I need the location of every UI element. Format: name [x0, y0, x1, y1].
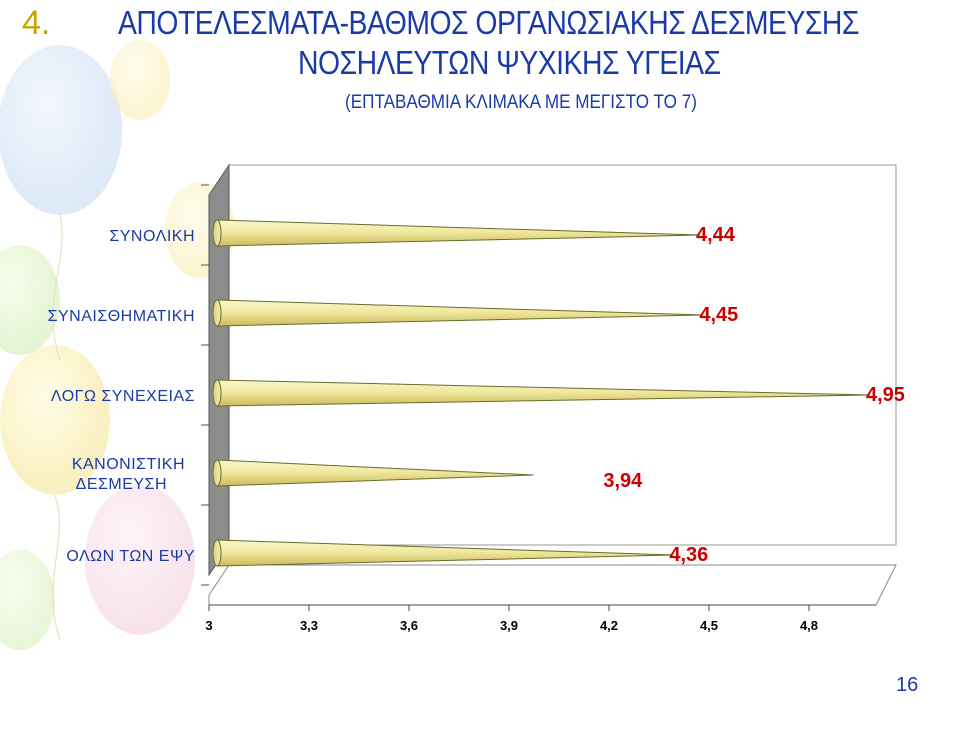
bar-cone: [216, 539, 674, 567]
bar-value-label: 4,36: [669, 544, 708, 566]
bar: 4,44: [212, 219, 736, 247]
bar-cone: [216, 459, 534, 487]
category-label: ΔΕΣΜΕΥΣΗ: [76, 476, 167, 493]
bar: 4,45: [212, 299, 738, 327]
bar-cone-base: [212, 299, 222, 327]
back-wall: [228, 164, 897, 546]
x-tick-label: 3,3: [300, 618, 318, 633]
slide-subtitle: (ΕΠΤΑΒΑΘΜΙΑ ΚΛΙΜΑΚΑ ΜΕ ΜΕΓΙΣΤΟ ΤΟ 7): [345, 92, 697, 113]
bar: 4,95: [212, 379, 905, 407]
category-label: ΣΥΝΑΙΣΘΗΜΑΤΙΚΗ: [48, 308, 195, 325]
bar-value-label: 4,95: [866, 384, 905, 406]
bar-series: 4,44 4,45 4,95 3,94 4,36: [212, 219, 905, 567]
x-tick-label: 4,8: [800, 618, 818, 633]
slide-title-line-1: ΑΠΟΤΕΛΕΣΜΑΤΑ-ΒΑΘΜΟΣ ΟΡΓΑΝΩΣΙΑΚΗΣ ΔΕΣΜΕΥΣ…: [118, 4, 859, 41]
bar-value-label: 4,45: [699, 304, 738, 326]
bar-cone: [216, 219, 701, 247]
x-axis-ticks: 3 3,3 3,6 3,9 4,2 4,5 4,8: [205, 605, 818, 633]
bar-cone: [216, 379, 871, 407]
bar-cone: [216, 299, 704, 327]
bar-cone-base: [212, 219, 222, 247]
x-tick-label: 4,5: [700, 618, 718, 633]
slide-number: 4.: [22, 4, 51, 42]
x-tick-label: 3,6: [400, 618, 418, 633]
bar-cone-base: [212, 539, 222, 567]
category-label: ΚΑΝΟΝΙΣΤΙΚΗ: [72, 456, 185, 473]
x-tick-label: 3: [205, 618, 212, 633]
bar: 4,36: [212, 539, 708, 567]
bar: 3,94: [212, 459, 643, 492]
category-label: ΛΟΓΩ ΣΥΝΕΧΕΙΑΣ: [51, 388, 195, 405]
category-labels: ΣΥΝΟΛΙΚΗ ΣΥΝΑΙΣΘΗΜΑΤΙΚΗ ΛΟΓΩ ΣΥΝΕΧΕΙΑΣ ΚΑΝΟ…: [48, 228, 195, 565]
category-label: ΣΥΝΟΛΙΚΗ: [109, 228, 195, 245]
slide-title-line-2: ΝΟΣΗΛΕΥΤΩΝ ΨΥΧΙΚΗΣ ΥΓΕΙΑΣ: [298, 44, 721, 81]
bar-value-label: 3,94: [603, 470, 643, 492]
x-tick-label: 4,2: [600, 618, 618, 633]
bar-value-label: 4,44: [696, 224, 736, 246]
bar-cone-base: [212, 379, 222, 407]
page-number: 16: [896, 674, 919, 696]
floor: [208, 564, 897, 606]
x-tick-label: 3,9: [500, 618, 518, 633]
bar-cone-base: [212, 459, 222, 487]
category-label: ΟΛΩΝ ΤΩΝ ΕΨΥ: [66, 548, 195, 565]
